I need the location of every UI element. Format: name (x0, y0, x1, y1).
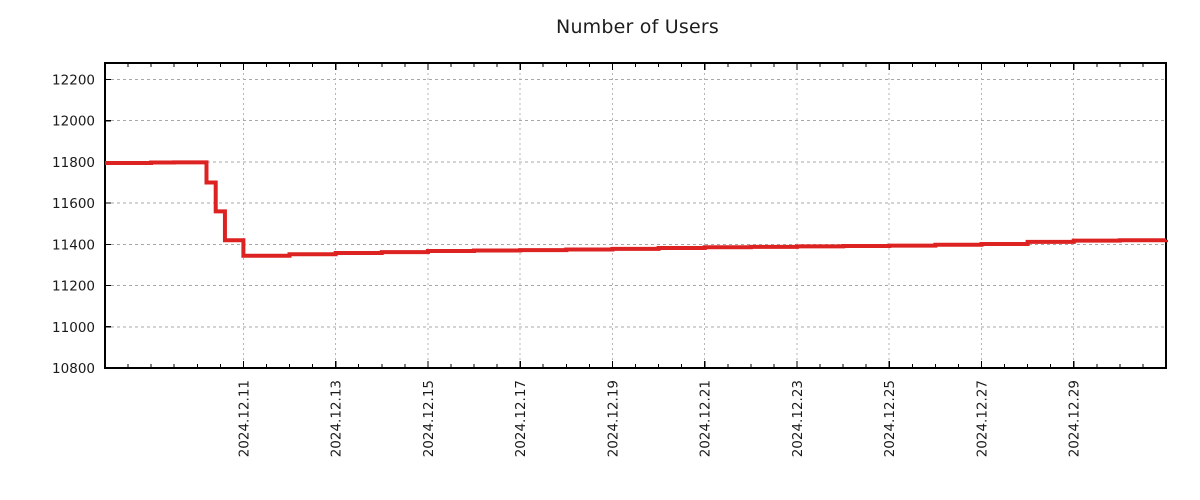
axis-tick-marks (105, 63, 1144, 369)
x-tick-label: 2024.12.21 (698, 380, 714, 457)
x-tick-label: 2024.12.15 (421, 380, 437, 457)
x-tick-label: 2024.12.27 (974, 380, 990, 457)
y-tick-label: 11200 (52, 279, 95, 295)
y-tick-label: 11800 (52, 155, 95, 171)
horizontal-gridlines (105, 78, 1166, 369)
x-tick-label: 2024.12.13 (329, 380, 345, 457)
vertical-gridlines (242, 63, 1075, 368)
x-tick-label: 2024.12.19 (605, 380, 621, 457)
y-tick-label: 12000 (52, 114, 95, 130)
x-tick-label: 2024.12.29 (1067, 380, 1083, 457)
y-tick-label: 11600 (52, 196, 95, 212)
y-tick-label: 11000 (52, 320, 95, 336)
y-tick-label: 12200 (52, 72, 95, 88)
x-tick-label: 2024.12.11 (236, 380, 252, 457)
x-tick-label: 2024.12.23 (790, 380, 806, 457)
chart-title: Number of Users (556, 16, 719, 38)
x-axis-tick-labels: 2024.12.11 2024.12.13 2024.12.15 2024.12.17… (236, 380, 1082, 457)
x-tick-label: 2024.12.17 (513, 380, 529, 457)
x-tick-label: 2024.12.25 (882, 380, 898, 457)
data-series-line (105, 160, 1168, 258)
plot-frame (104, 62, 1167, 369)
y-tick-label: 10800 (52, 361, 95, 377)
y-tick-label: 11400 (52, 237, 95, 253)
y-axis-tick-labels: 10800 11000 11200 11400 11600 11800 12000 12200 (52, 72, 95, 377)
